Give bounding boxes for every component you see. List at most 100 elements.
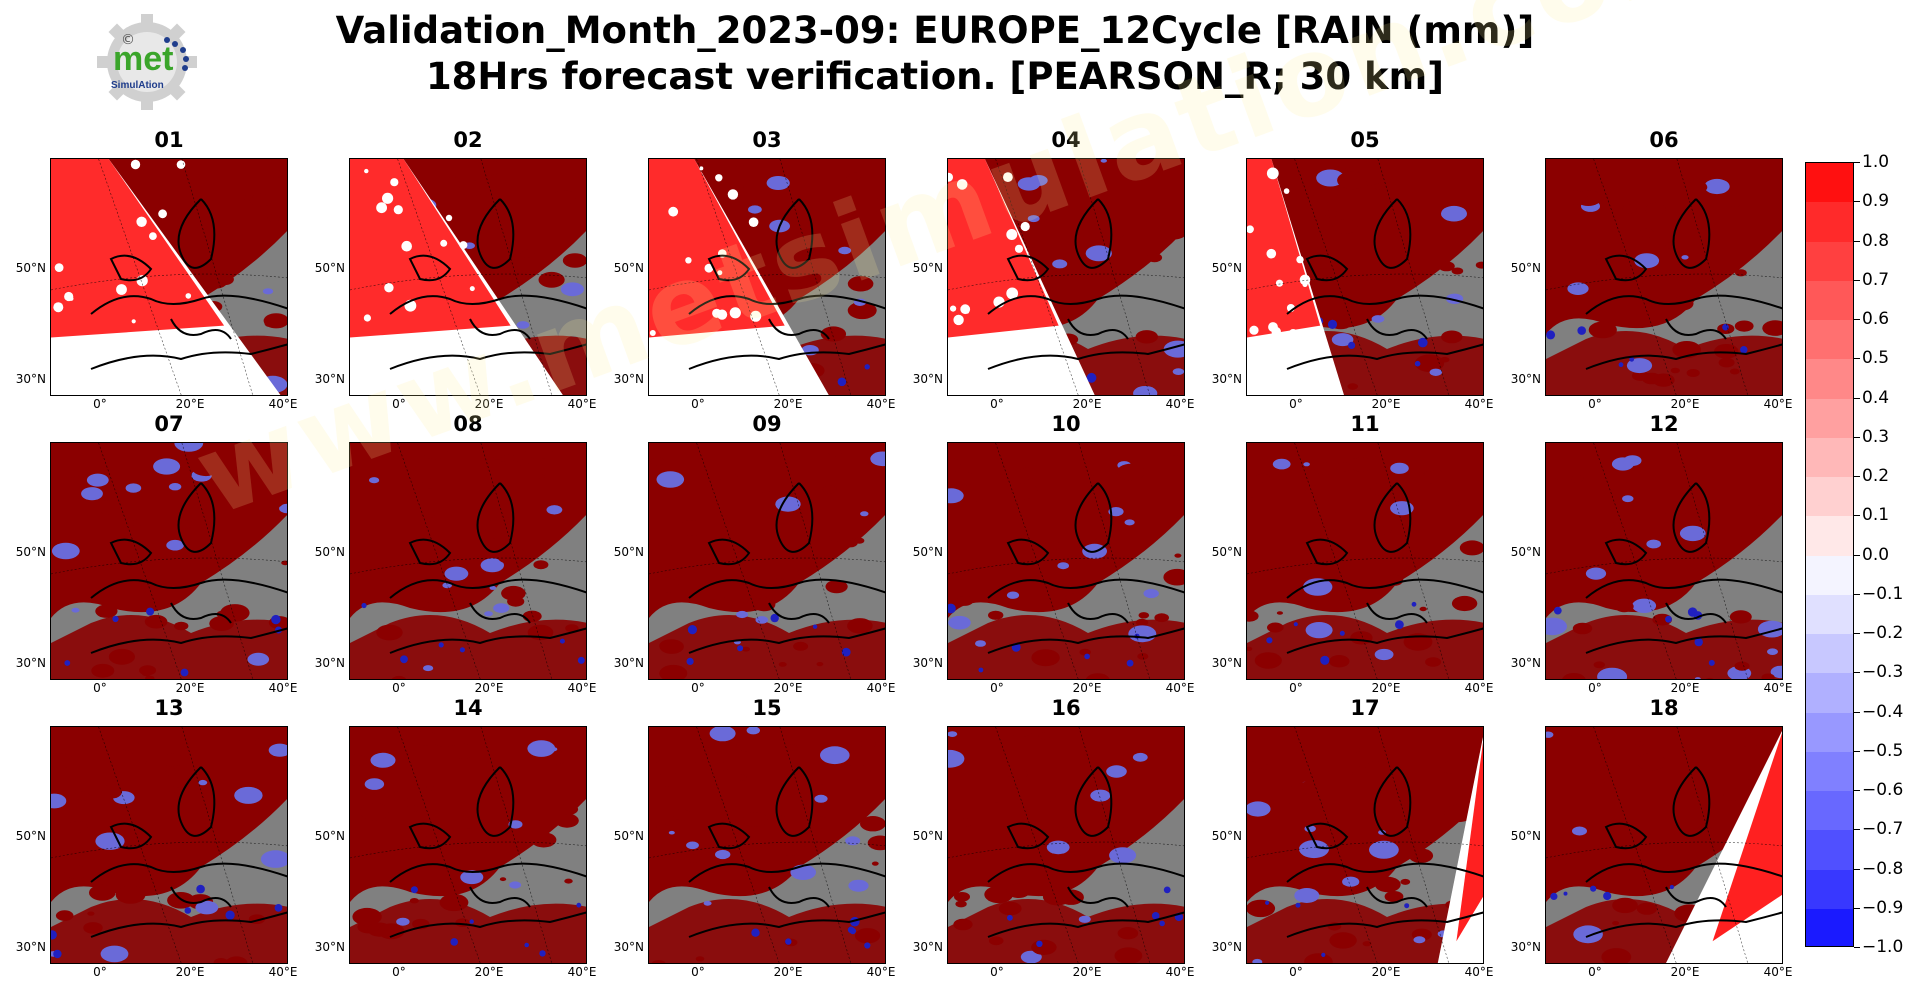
panel-title-17: 17 xyxy=(1350,696,1380,720)
ytick-label: 50°N xyxy=(314,261,345,275)
logo-text: met xyxy=(113,40,174,78)
colorbar-segment xyxy=(1806,320,1853,360)
colorbar-tick-mark xyxy=(1854,515,1860,517)
ytick-label: 30°N xyxy=(613,940,644,954)
colorbar-tick-mark xyxy=(1854,554,1860,556)
map-panel-09 xyxy=(648,442,886,680)
colorbar-segment xyxy=(1806,359,1853,399)
colorbar-tick-mark xyxy=(1854,476,1860,477)
ytick-label: 50°N xyxy=(912,261,943,275)
colorbar-tick-mark xyxy=(1854,397,1860,399)
colorbar-segment xyxy=(1806,594,1853,634)
map-panel-13 xyxy=(50,726,288,964)
map-panel-08 xyxy=(349,442,587,680)
colorbar xyxy=(1805,162,1854,947)
panel-title-09: 09 xyxy=(752,412,782,436)
panel-title-18: 18 xyxy=(1649,696,1679,720)
ytick-label: 50°N xyxy=(1510,545,1541,559)
xtick-label: 40°E xyxy=(1763,965,1793,979)
colorbar-tick-label: 0.4 xyxy=(1862,387,1890,408)
xtick-label: 40°E xyxy=(1464,681,1494,695)
xtick-label: 20°E xyxy=(1371,965,1401,979)
xtick-label: 20°E xyxy=(773,397,803,411)
colorbar-tick-label: −0.3 xyxy=(1862,662,1904,683)
ytick-label: 50°N xyxy=(15,829,46,843)
xtick-label: 0° xyxy=(1588,681,1602,695)
xtick-label: 40°E xyxy=(1763,397,1793,411)
ytick-label: 30°N xyxy=(1510,940,1541,954)
colorbar-tick-mark xyxy=(1854,240,1860,242)
xtick-label: 20°E xyxy=(175,965,205,979)
colorbar-tick-label: −0.5 xyxy=(1862,740,1904,761)
ytick-label: 50°N xyxy=(1510,261,1541,275)
colorbar-segment xyxy=(1806,398,1853,438)
colorbar-segment xyxy=(1806,202,1853,242)
map-panel-04 xyxy=(947,158,1185,396)
colorbar-segment xyxy=(1806,712,1853,752)
ytick-label: 30°N xyxy=(1211,372,1242,386)
ytick-label: 50°N xyxy=(613,829,644,843)
figure-title: Validation_Month_2023-09: EUROPE_12Cycle… xyxy=(310,8,1560,100)
map-panel-15 xyxy=(648,726,886,964)
met-simulation-logo: © met SimulAtion xyxy=(95,12,205,112)
ytick-label: 50°N xyxy=(15,261,46,275)
panel-title-14: 14 xyxy=(453,696,483,720)
xtick-label: 0° xyxy=(1289,681,1303,695)
ytick-label: 30°N xyxy=(314,372,345,386)
colorbar-segment xyxy=(1806,516,1853,556)
map-panel-07 xyxy=(50,442,288,680)
ytick-label: 50°N xyxy=(1211,545,1242,559)
colorbar-segment xyxy=(1806,908,1853,946)
ytick-label: 50°N xyxy=(314,545,345,559)
panel-title-04: 04 xyxy=(1051,128,1081,152)
xtick-label: 0° xyxy=(1289,965,1303,979)
logo-copyright-symbol: © xyxy=(121,32,135,48)
logo-subtext: SimulAtion xyxy=(111,80,164,91)
panel-title-07: 07 xyxy=(154,412,184,436)
xtick-label: 0° xyxy=(1588,965,1602,979)
map-panel-12 xyxy=(1545,442,1783,680)
xtick-label: 40°E xyxy=(1165,965,1195,979)
ytick-label: 30°N xyxy=(1510,656,1541,670)
colorbar-tick-label: 0.3 xyxy=(1862,426,1890,447)
ytick-label: 50°N xyxy=(1510,829,1541,843)
map-panel-14 xyxy=(349,726,587,964)
xtick-label: 40°E xyxy=(268,681,298,695)
ytick-label: 50°N xyxy=(912,545,943,559)
map-panel-16 xyxy=(947,726,1185,964)
colorbar-segment xyxy=(1806,869,1853,909)
ytick-label: 30°N xyxy=(15,372,46,386)
xtick-label: 40°E xyxy=(866,397,896,411)
ytick-label: 30°N xyxy=(613,656,644,670)
map-panel-03 xyxy=(648,158,886,396)
colorbar-tick-mark xyxy=(1854,593,1860,595)
xtick-label: 0° xyxy=(990,397,1004,411)
ytick-label: 50°N xyxy=(1211,261,1242,275)
xtick-label: 20°E xyxy=(474,681,504,695)
xtick-label: 40°E xyxy=(268,397,298,411)
panel-title-08: 08 xyxy=(453,412,483,436)
colorbar-tick-label: −0.4 xyxy=(1862,701,1904,722)
xtick-label: 40°E xyxy=(866,681,896,695)
xtick-label: 0° xyxy=(93,397,107,411)
ytick-label: 30°N xyxy=(314,656,345,670)
panel-title-13: 13 xyxy=(154,696,184,720)
colorbar-tick-mark xyxy=(1854,711,1860,713)
colorbar-tick-mark xyxy=(1854,319,1860,320)
xtick-label: 40°E xyxy=(1165,397,1195,411)
xtick-label: 40°E xyxy=(567,965,597,979)
colorbar-segment xyxy=(1806,634,1853,674)
ytick-label: 30°N xyxy=(912,372,943,386)
xtick-label: 0° xyxy=(392,965,406,979)
xtick-label: 20°E xyxy=(474,397,504,411)
map-panel-01 xyxy=(50,158,288,396)
map-panel-06 xyxy=(1545,158,1783,396)
ytick-label: 50°N xyxy=(613,545,644,559)
colorbar-tick-label: 0.2 xyxy=(1862,466,1890,486)
xtick-label: 20°E xyxy=(1371,397,1401,411)
xtick-label: 40°E xyxy=(1165,681,1195,695)
colorbar-tick-label: 0.7 xyxy=(1862,269,1890,290)
xtick-label: 20°E xyxy=(1670,965,1700,979)
colorbar-segment xyxy=(1806,163,1853,203)
panel-title-15: 15 xyxy=(752,696,782,720)
